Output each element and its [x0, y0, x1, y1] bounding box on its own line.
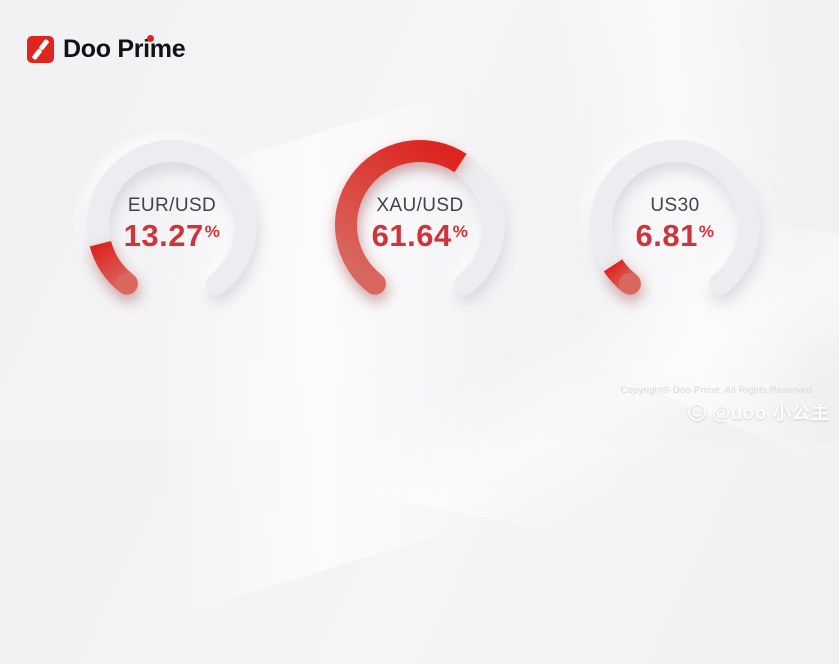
gauge-arc: [590, 140, 760, 295]
brand-i-dot-accent: [147, 35, 154, 42]
gauge-arc: [87, 140, 257, 295]
gauge-label: US30: [650, 195, 700, 216]
watermark-handle: @doo 小公主: [712, 403, 830, 423]
gauge-label: XAU/USD: [376, 195, 464, 216]
gauge-fill: [335, 139, 467, 293]
brand-name: Doo Prime: [63, 35, 186, 63]
gauge-value-number: 13.27: [123, 218, 204, 253]
gauge-arc: [335, 139, 505, 295]
gauge-track: [87, 140, 257, 295]
gauge-value: 13.27%: [67, 218, 277, 254]
gauge-value-number: 6.81: [635, 218, 698, 253]
copyright-text: Copyright© Doo Prime. All Rights Reserve…: [620, 385, 812, 396]
doo-prime-logo-icon: [27, 36, 54, 63]
brand-logo: Doo Prime: [27, 35, 186, 64]
gauge-value: 61.64%: [315, 218, 525, 254]
gauge-label: EUR/USD: [127, 195, 217, 216]
percent-unit: %: [452, 222, 469, 241]
gauge-fill-cap: [363, 272, 386, 295]
gauge-fill-cap: [618, 272, 641, 295]
gauge-fill-cap: [115, 272, 138, 295]
gauge-xauusd: XAU/USD 61.64%: [315, 120, 525, 330]
percent-unit: %: [698, 222, 715, 241]
gauge-us30: US30 6.81%: [570, 120, 780, 330]
percent-unit: %: [204, 222, 221, 241]
watermark: @doo 小公主: [687, 399, 830, 425]
gauge-value: 6.81%: [570, 218, 780, 254]
gauge-track: [590, 140, 760, 295]
gauge-eurusd: EUR/USD 13.27%: [67, 120, 277, 330]
watermark-face-icon: [688, 403, 707, 421]
gauge-value-number: 61.64: [371, 218, 452, 253]
